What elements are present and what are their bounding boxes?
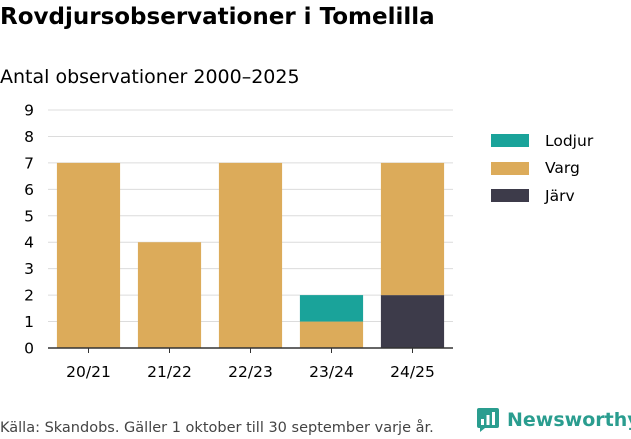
y-tick-label-9: 9 bbox=[24, 102, 34, 120]
y-tick-label-2: 2 bbox=[24, 287, 34, 305]
legend-item-varg: Varg bbox=[491, 155, 593, 183]
y-tick-label-0: 0 bbox=[24, 340, 34, 358]
brand-logo: Newsworthy bbox=[476, 407, 631, 433]
y-tick-label-8: 8 bbox=[24, 128, 34, 146]
legend-swatch-jarv bbox=[491, 189, 529, 203]
y-tick-label-7: 7 bbox=[24, 154, 34, 172]
newsworthy-logo-icon bbox=[477, 408, 499, 432]
y-tick-label-1: 1 bbox=[24, 313, 34, 331]
x-tick-label-24/25: 24/25 bbox=[390, 363, 435, 381]
x-tick-label-22/23: 22/23 bbox=[228, 363, 273, 381]
chart-title: Rovdjursobservationer i Tomelilla bbox=[0, 4, 435, 30]
bar-varg-20/21 bbox=[56, 162, 121, 348]
bar-lodjur-23/24 bbox=[299, 295, 364, 322]
y-tick-label-4: 4 bbox=[24, 234, 34, 252]
bar-varg-22/23 bbox=[218, 162, 283, 348]
legend-label-lodjur: Lodjur bbox=[545, 131, 594, 150]
legend-item-jarv: Järv bbox=[491, 182, 593, 210]
y-tick-label-3: 3 bbox=[24, 260, 34, 278]
chart-subtitle: Antal observationer 2000–2025 bbox=[0, 66, 300, 88]
source-note: Källa: Skandobs. Gäller 1 oktober till 3… bbox=[0, 420, 434, 436]
legend-label-jarv: Järv bbox=[545, 186, 575, 205]
bar-järv-24/25 bbox=[380, 295, 445, 348]
legend-item-lodjur: Lodjur bbox=[491, 127, 593, 155]
x-tick-label-23/24: 23/24 bbox=[309, 363, 354, 381]
legend-swatch-lodjur bbox=[491, 134, 529, 148]
bar-varg-24/25 bbox=[380, 162, 445, 296]
legend: Lodjur Varg Järv bbox=[491, 127, 593, 210]
legend-label-varg: Varg bbox=[545, 159, 580, 178]
x-tick-label-21/22: 21/22 bbox=[147, 363, 192, 381]
x-tick-label-20/21: 20/21 bbox=[66, 363, 111, 381]
legend-swatch-varg bbox=[491, 161, 529, 175]
bar-varg-21/22 bbox=[137, 242, 202, 348]
bar-varg-23/24 bbox=[299, 321, 364, 348]
y-tick-label-6: 6 bbox=[24, 181, 34, 199]
y-tick-label-5: 5 bbox=[24, 207, 34, 225]
brand-name: Newsworthy bbox=[507, 409, 631, 431]
